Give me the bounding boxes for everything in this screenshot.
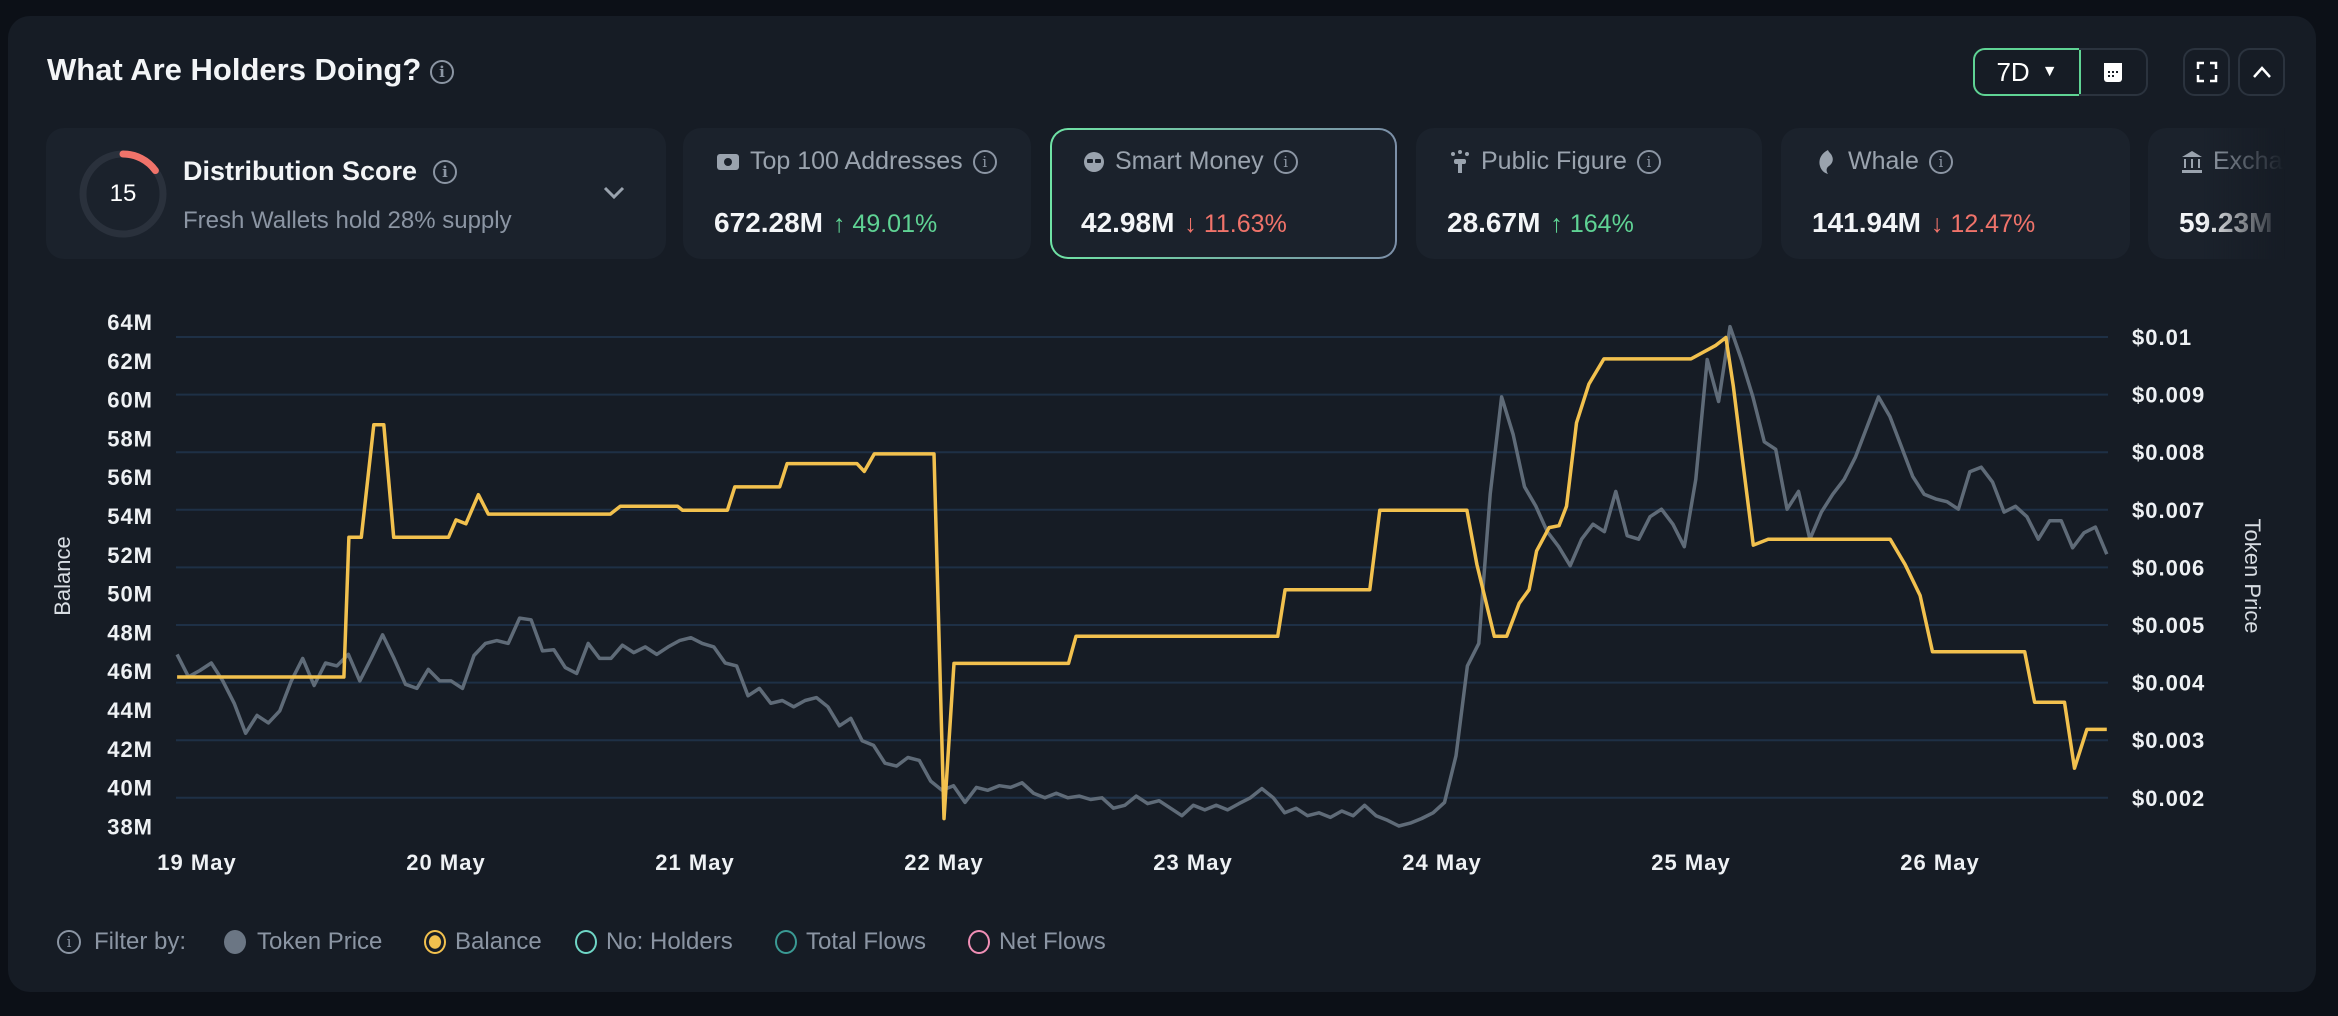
info-icon[interactable]: i (57, 930, 81, 954)
score-subtitle: Fresh Wallets hold 28% supply (183, 207, 512, 234)
y-tick-label: 42M (107, 737, 153, 762)
distribution-score-card[interactable]: 15 Distribution Score i Fresh Wallets hol… (46, 128, 666, 259)
balance-price-chart: 64M 62M 60M 58M 56M 54M 52M 50M 48M 46M 44M 42M 40M 3… (50, 310, 2265, 875)
filter-label: Filter by: (94, 928, 187, 955)
timeframe-value: 7D (1996, 56, 2030, 87)
y2-tick-label: $0.003 (2132, 728, 2205, 753)
y-tick-label: 60M (107, 388, 153, 413)
sunglasses-icon (1084, 151, 1104, 172)
y-tick-label: 56M (107, 465, 153, 490)
x-tick-label: 20 May (406, 850, 485, 875)
info-icon[interactable]: i (1928, 149, 1953, 174)
token-price-toggle-icon[interactable] (224, 930, 246, 954)
y-tick-label: 38M (107, 814, 153, 839)
holders-toggle-icon[interactable] (575, 930, 597, 954)
x-tick-label: 21 May (655, 850, 734, 875)
legend-net-flows[interactable]: Net Flows (999, 928, 1106, 955)
chevron-up-icon (2252, 66, 2271, 78)
metric-card-public-figure[interactable]: Public Figure i 28.67M ↑ 164% (1416, 128, 1762, 259)
metric-label: Public Figure (1481, 147, 1627, 175)
balance-line (177, 335, 2107, 821)
legend-no-holders[interactable]: No: Holders (606, 928, 733, 955)
info-icon[interactable]: i (1273, 149, 1298, 174)
y2-tick-label: $0.006 (2132, 555, 2205, 580)
y-tick-label: 50M (107, 582, 153, 607)
metric-label: Whale (1848, 147, 1919, 175)
info-icon[interactable]: i (972, 149, 997, 174)
wallet-icon (717, 153, 739, 170)
x-tick-label: 23 May (1153, 850, 1232, 875)
x-tick-label: 19 May (157, 850, 236, 875)
y2-tick-label: $0.009 (2132, 383, 2205, 408)
metric-label: Top 100 Addresses (750, 147, 963, 175)
x-tick-label: 26 May (1900, 850, 1979, 875)
metric-label: Exchange (2213, 147, 2285, 175)
legend-balance[interactable]: Balance (455, 928, 542, 955)
chevron-down-icon[interactable] (603, 186, 625, 200)
balance-toggle-icon[interactable] (424, 930, 446, 954)
y-tick-label: 64M (107, 310, 153, 335)
y-tick-label: 58M (107, 426, 153, 451)
x-tick-label: 25 May (1651, 850, 1730, 875)
calendar-button[interactable] (2079, 48, 2148, 96)
metric-change: ↑ 49.01% (832, 210, 938, 238)
fullscreen-button[interactable] (2183, 48, 2230, 96)
metric-change: ↓ 12.47% (1930, 210, 2036, 238)
y-axis-label: Balance (50, 536, 75, 616)
y-tick-label: 40M (107, 776, 153, 801)
metric-value: 141.94M (1812, 207, 1921, 238)
metric-value: 28.67M (1447, 207, 1541, 238)
metric-card-smart-money[interactable]: Smart Money i 42.98M ↓ 11.63% (1050, 128, 1397, 259)
net-flows-toggle-icon[interactable] (968, 930, 990, 954)
y-tick-label: 62M (107, 349, 153, 374)
title-text: What Are Holders Doing? (47, 52, 422, 87)
bank-icon (2182, 150, 2202, 173)
y2-tick-label: $0.008 (2132, 440, 2205, 465)
y2-axis-label: Token Price (2240, 519, 2265, 634)
whale-icon (1819, 149, 1833, 174)
page-title: What Are Holders Doing? i (47, 52, 454, 88)
score-value: 15 (109, 180, 137, 207)
expand-icon (2196, 61, 2217, 83)
metric-card-whale[interactable]: Whale i 141.94M ↓ 12.47% (1781, 128, 2130, 259)
metric-value: 59.23M (2179, 207, 2273, 238)
caret-down-icon: ▼ (2041, 63, 2058, 80)
y2-tick-label: $0.005 (2132, 613, 2205, 638)
score-title: Distribution Score (183, 156, 418, 186)
y2-tick-label: $0.004 (2132, 671, 2205, 696)
score-arc (79, 150, 167, 238)
y-tick-label: 54M (107, 504, 153, 529)
timeframe-dropdown[interactable]: 7D ▼ (1973, 48, 2081, 96)
info-icon[interactable]: i (433, 159, 458, 184)
y2-tick-label: $0.002 (2132, 786, 2205, 811)
score-ring (79, 150, 167, 238)
total-flows-toggle-icon[interactable] (775, 930, 797, 954)
token-price-line (175, 324, 2109, 828)
person-icon (1451, 149, 1469, 173)
x-tick-label: 22 May (904, 850, 983, 875)
info-icon[interactable]: i (429, 60, 454, 84)
metric-value: 672.28M (714, 207, 823, 238)
y-tick-label: 46M (107, 659, 153, 684)
y2-tick-label: $0.007 (2132, 498, 2205, 523)
collapse-button[interactable] (2238, 48, 2285, 96)
metric-change: ↓ 11.63% (1184, 210, 1287, 238)
metric-card-exchange[interactable]: Exchange 59.23M (2148, 128, 2285, 259)
metric-change: ↑ 164% (1550, 210, 1634, 238)
y-tick-label: 52M (107, 543, 153, 568)
y-tick-label: 48M (107, 620, 153, 645)
calendar-icon (2103, 63, 2122, 82)
metric-value: 42.98M (1081, 207, 1175, 238)
info-icon[interactable]: i (1636, 149, 1661, 174)
y2-tick-label: $0.01 (2132, 325, 2192, 350)
legend-total-flows[interactable]: Total Flows (806, 928, 927, 955)
legend-token-price[interactable]: Token Price (257, 928, 383, 955)
x-tick-label: 24 May (1402, 850, 1481, 875)
y-tick-label: 44M (107, 698, 153, 723)
metric-card-top-100[interactable]: Top 100 Addresses i 672.28M ↑ 49.01% (683, 128, 1031, 259)
metric-label: Smart Money (1115, 147, 1264, 175)
